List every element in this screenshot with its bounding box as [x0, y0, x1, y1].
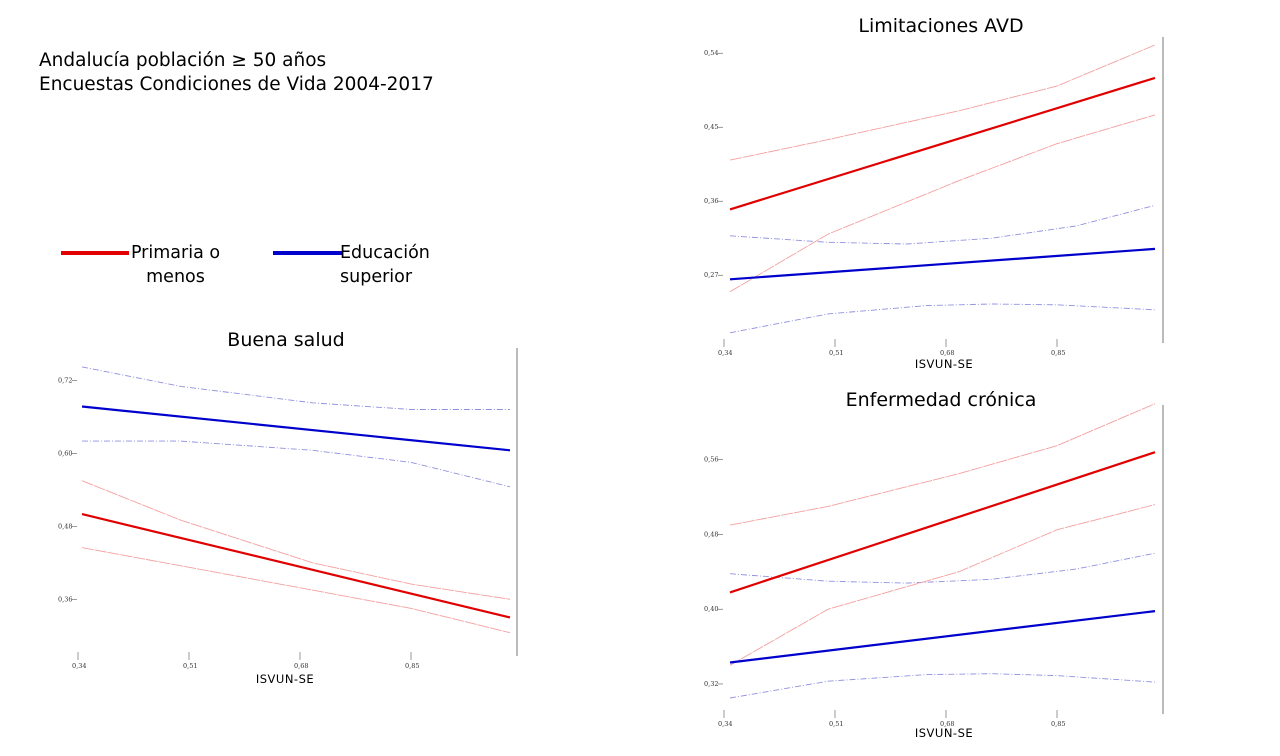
y-tick-label: 0,36 — [704, 197, 718, 205]
series-superior-estimate — [81, 405, 511, 452]
series-primaria-ci-upper — [729, 44, 1156, 161]
x-axis-title: ISVUN-SE — [915, 357, 973, 371]
chart-title-limitaciones: Limitaciones AVD — [858, 15, 1024, 37]
x-axis-title: ISVUN-SE — [915, 726, 973, 740]
x-axis-title: ISVUN-SE — [256, 672, 314, 686]
series-superior-ci-upper — [729, 552, 1156, 584]
series-primaria-ci-upper — [81, 480, 511, 600]
y-tick-label: 0,72 — [58, 376, 72, 384]
x-tick-label: 0,51 — [829, 349, 843, 357]
x-tick-label: 0,34 — [72, 662, 86, 670]
series-superior-ci-lower — [729, 673, 1156, 699]
chart-enfermedad: 0,32 0,40 0,48 0,56 0,34 0,51 0,68 0,85 ISVUN-SE — [704, 403, 1164, 740]
series-primaria-estimate — [729, 451, 1156, 594]
series-primaria-estimate — [81, 513, 511, 619]
y-tick-label: 0,40 — [704, 605, 718, 613]
legend-label-primaria: Primaria o menos — [118, 241, 233, 289]
series-superior-ci-upper — [729, 204, 1156, 245]
chart-buena-salud: 0,36 0,48 0,60 0,72 0,34 0,51 0,68 0,85 ISVUN-SE — [58, 348, 518, 686]
y-tick-label: 0,36 — [58, 595, 72, 603]
x-tick-label: 0,34 — [718, 720, 732, 728]
x-tick-label: 0,85 — [1051, 720, 1065, 728]
y-tick-label: 0,56 — [704, 456, 718, 464]
series-superior-ci-lower — [82, 440, 511, 488]
chart-limitaciones: 0,27 0,36 0,45 0,54 0,34 0,51 0,68 0,85 ISVUN-SE — [704, 37, 1164, 371]
header-line-1: Andalucía población ≥ 50 años — [39, 50, 327, 71]
series-primaria-estimate — [729, 76, 1156, 211]
x-tick-label: 0,68 — [940, 349, 954, 357]
legend-label-primaria-line1: Primaria o — [130, 243, 221, 263]
x-tick-label: 0,34 — [718, 349, 732, 357]
x-tick-label: 0,68 — [294, 662, 308, 670]
y-tick-label: 0,54 — [704, 49, 718, 57]
chart-title-enfermedad: Enfermedad crónica — [845, 389, 1037, 411]
x-tick-label: 0,51 — [183, 662, 197, 670]
series-primaria-ci-lower — [81, 547, 511, 634]
x-tick-label: 0,68 — [940, 720, 954, 728]
series-superior-ci-upper — [81, 366, 510, 410]
x-tick-label: 0,85 — [1051, 349, 1065, 357]
header-text: Andalucía población ≥ 50 años Encuestas … — [39, 49, 434, 97]
series-primaria-ci-lower — [729, 114, 1156, 293]
series-superior-estimate — [729, 610, 1156, 664]
y-tick-label: 0,27 — [704, 271, 718, 279]
series-superior-estimate — [729, 247, 1156, 281]
legend-swatch-superior — [273, 251, 343, 255]
y-tick-label: 0,45 — [704, 123, 718, 131]
header-line-2: Encuestas Condiciones de Vida 2004-2017 — [39, 74, 434, 95]
chart-title-buena-salud: Buena salud — [227, 329, 345, 351]
legend-label-superior-line2: superior — [340, 267, 413, 287]
legend-label-superior-line1: Educación — [340, 243, 430, 263]
series-superior-ci-lower — [729, 303, 1156, 334]
series-primaria-ci-lower — [729, 504, 1156, 666]
y-tick-label: 0,32 — [704, 680, 718, 688]
y-tick-label: 0,48 — [704, 530, 718, 538]
legend-label-superior: Educación superior — [340, 241, 444, 289]
y-tick-label: 0,48 — [58, 522, 72, 530]
legend-label-primaria-line2: menos — [146, 267, 205, 287]
y-tick-label: 0,60 — [58, 449, 72, 457]
x-tick-label: 0,51 — [829, 720, 843, 728]
x-tick-label: 0,85 — [405, 662, 419, 670]
legend-swatch-primaria — [61, 251, 129, 255]
series-primaria-ci-upper — [729, 403, 1156, 526]
